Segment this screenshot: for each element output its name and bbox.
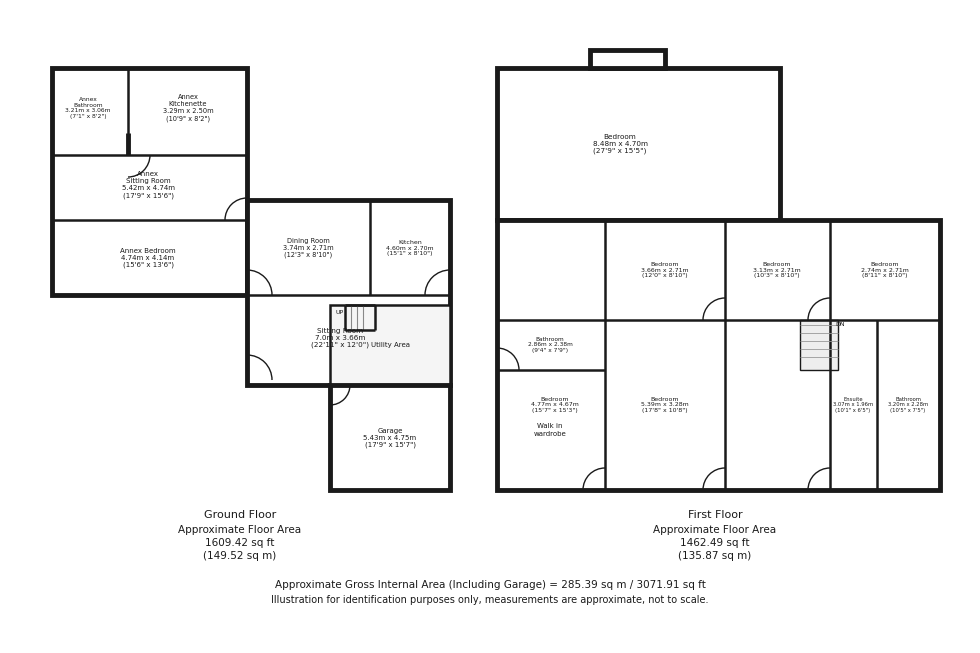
- Text: Bathroom
2.86m x 2.38m
(9'4" x 7'9"): Bathroom 2.86m x 2.38m (9'4" x 7'9"): [527, 337, 572, 353]
- Text: Bedroom
3.66m x 2.71m
(12'0" x 8'10"): Bedroom 3.66m x 2.71m (12'0" x 8'10"): [641, 262, 689, 278]
- Text: Kitchen
4.60m x 2.70m
(15'1" x 8'10"): Kitchen 4.60m x 2.70m (15'1" x 8'10"): [386, 240, 434, 256]
- Text: Bedroom
5.39m x 3.28m
(17'8" x 10'8"): Bedroom 5.39m x 3.28m (17'8" x 10'8"): [641, 397, 689, 413]
- Text: Annex
Bathroom
3.21m x 3.06m
(7'1" x 8'2"): Annex Bathroom 3.21m x 3.06m (7'1" x 8'2…: [66, 97, 111, 119]
- Text: Walk in
wardrobe: Walk in wardrobe: [534, 424, 566, 436]
- Text: Ground Floor: Ground Floor: [204, 510, 276, 520]
- Bar: [497, 220, 940, 490]
- Text: (135.87 sq m): (135.87 sq m): [678, 551, 752, 561]
- Text: Bedroom
3.13m x 2.71m
(10'3" x 8'10"): Bedroom 3.13m x 2.71m (10'3" x 8'10"): [753, 262, 801, 278]
- Text: Annex Bedroom
4.74m x 4.14m
(15'6" x 13'6"): Annex Bedroom 4.74m x 4.14m (15'6" x 13'…: [121, 247, 175, 268]
- Text: DN: DN: [835, 323, 845, 328]
- Bar: [590, 50, 665, 68]
- Text: (149.52 sq m): (149.52 sq m): [204, 551, 276, 561]
- Text: 1462.49 sq ft: 1462.49 sq ft: [680, 538, 750, 548]
- Bar: [497, 68, 780, 220]
- Text: Illustration for identification purposes only, measurements are approximate, not: Illustration for identification purposes…: [271, 595, 709, 605]
- Bar: [330, 385, 450, 490]
- Text: Bedroom
8.48m x 4.70m
(27'9" x 15'5"): Bedroom 8.48m x 4.70m (27'9" x 15'5"): [593, 134, 648, 154]
- Bar: [52, 68, 247, 295]
- Text: Bathroom
3.20m x 2.28m
(10'5" x 7'5"): Bathroom 3.20m x 2.28m (10'5" x 7'5"): [888, 397, 928, 413]
- Bar: [800, 320, 838, 370]
- Bar: [247, 200, 450, 385]
- Text: Sitting Room
7.0m x 3.66m
(22'11" x 12'0"): Sitting Room 7.0m x 3.66m (22'11" x 12'0…: [311, 328, 369, 348]
- Text: Utility Area: Utility Area: [370, 342, 410, 348]
- Text: Approximate Gross Internal Area (Including Garage) = 285.39 sq m / 3071.91 sq ft: Approximate Gross Internal Area (Includi…: [274, 580, 706, 590]
- Text: Approximate Floor Area: Approximate Floor Area: [654, 525, 776, 535]
- Text: Annex
Kitchenette
3.29m x 2.50m
(10'9" x 8'2"): Annex Kitchenette 3.29m x 2.50m (10'9" x…: [163, 94, 214, 121]
- Text: Approximate Floor Area: Approximate Floor Area: [178, 525, 302, 535]
- Text: Bedroom
4.77m x 4.67m
(15'7" x 15'3"): Bedroom 4.77m x 4.67m (15'7" x 15'3"): [531, 397, 579, 413]
- Text: Ensuite
3.07m x 1.96m
(10'1" x 6'5"): Ensuite 3.07m x 1.96m (10'1" x 6'5"): [833, 397, 873, 413]
- Text: Garage
5.43m x 4.75m
(17'9" x 15'7"): Garage 5.43m x 4.75m (17'9" x 15'7"): [364, 428, 416, 448]
- Text: Dining Room
3.74m x 2.71m
(12'3" x 8'10"): Dining Room 3.74m x 2.71m (12'3" x 8'10"…: [282, 238, 333, 258]
- Text: Annex
Sitting Room
5.42m x 4.74m
(17'9" x 15'6"): Annex Sitting Room 5.42m x 4.74m (17'9" …: [122, 171, 174, 199]
- Text: 1609.42 sq ft: 1609.42 sq ft: [206, 538, 274, 548]
- Text: Bedroom
2.74m x 2.71m
(8'11" x 8'10"): Bedroom 2.74m x 2.71m (8'11" x 8'10"): [861, 262, 908, 278]
- Text: UP: UP: [336, 310, 344, 315]
- Bar: [330, 305, 450, 385]
- Text: First Floor: First Floor: [688, 510, 742, 520]
